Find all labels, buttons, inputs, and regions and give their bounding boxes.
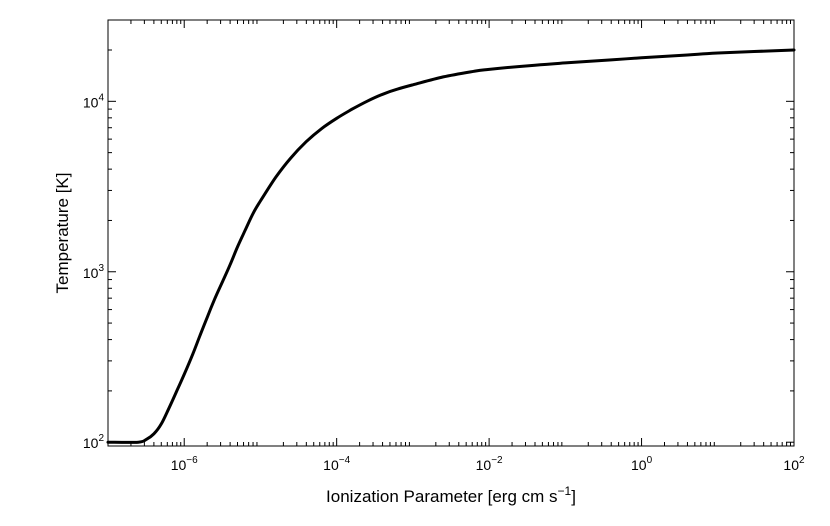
x-tick-label: 10−4 bbox=[323, 455, 350, 473]
tick-labels: 10−6 10−4 10−2 100 102 102 103 104 bbox=[83, 92, 805, 473]
x-tick-label: 100 bbox=[631, 455, 653, 473]
x-tick-label: 102 bbox=[783, 455, 805, 473]
x-tick-label: 10−6 bbox=[171, 455, 198, 473]
x-axis-label: Ionization Parameter [erg cm s−1] bbox=[326, 484, 576, 506]
series-line bbox=[106, 48, 796, 444]
y-tick-label: 102 bbox=[83, 433, 105, 451]
y-tick-label: 103 bbox=[83, 263, 105, 281]
x-axis-label-superscript: −1 bbox=[558, 484, 572, 498]
y-axis-label: Temperature [K] bbox=[53, 173, 72, 294]
y-tick-label: 104 bbox=[83, 92, 105, 110]
plot-area bbox=[107, 19, 795, 447]
x-tick-label: 10−2 bbox=[476, 455, 503, 473]
x-axis-label-suffix: ] bbox=[571, 487, 576, 506]
